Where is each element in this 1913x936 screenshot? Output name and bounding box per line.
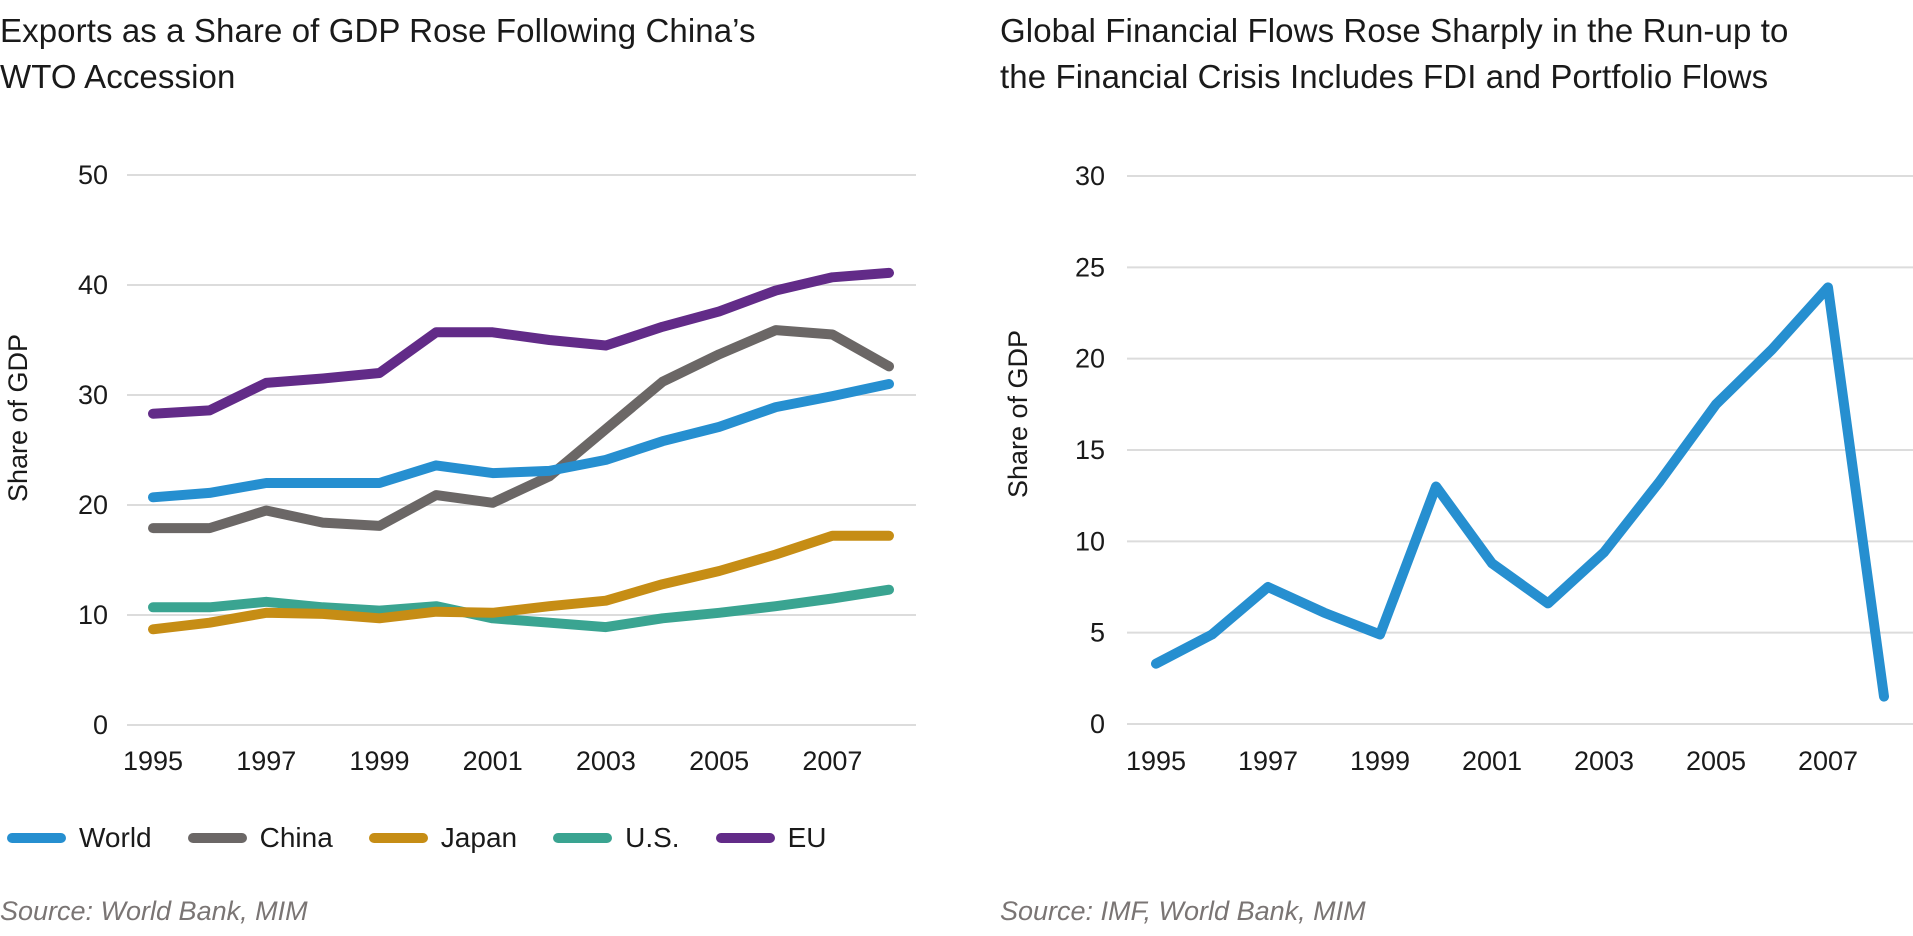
x-tick-label: 2007 xyxy=(1798,746,1858,776)
legend-label: China xyxy=(259,822,333,853)
series-line-u-s xyxy=(148,584,894,633)
chart-title-line: Global Financial Flows Rose Sharply in t… xyxy=(1000,12,1789,49)
x-tick-label: 1997 xyxy=(1238,746,1298,776)
x-tick-label: 1999 xyxy=(1350,746,1410,776)
legend-label: World xyxy=(79,822,152,853)
y-tick-label: 0 xyxy=(1090,709,1105,739)
y-axis-title: Share of GDP xyxy=(1003,330,1033,498)
y-tick-label: 20 xyxy=(1075,344,1105,374)
chart-title: Global Financial Flows Rose Sharply in t… xyxy=(1000,8,1788,100)
exports-line-chart: 0 10 20 30 40 50 1995 1997 1999 2001 2003 2005 2007 S… xyxy=(3,160,916,776)
legend-swatch xyxy=(7,833,66,843)
chart-title-line: the Financial Crisis Includes FDI and Po… xyxy=(1000,58,1769,95)
legend-swatch xyxy=(715,833,775,843)
legend-item-china: China xyxy=(187,822,333,854)
legend-item-world: World xyxy=(7,822,152,854)
y-tick-label: 30 xyxy=(1075,161,1105,191)
series-line-eu xyxy=(148,267,894,419)
series-line-china xyxy=(148,325,894,534)
y-tick-label: 20 xyxy=(78,490,108,520)
source-note: Source: World Bank, MIM xyxy=(0,896,308,926)
x-tick-label: 2003 xyxy=(576,746,636,776)
legend-item-japan: Japan xyxy=(368,822,518,854)
series-line-japan xyxy=(148,530,894,635)
financial-flows-chart-panel: Global Financial Flows Rose Sharply in t… xyxy=(1000,0,1913,936)
x-tick-label: 1995 xyxy=(1126,746,1186,776)
x-tick-label: 2001 xyxy=(463,746,523,776)
chart-title: Exports as a Share of GDP Rose Following… xyxy=(0,8,756,100)
source-note: Source: IMF, World Bank, MIM xyxy=(1000,896,1366,926)
y-tick-label: 25 xyxy=(1075,252,1105,282)
y-tick-label: 10 xyxy=(1075,526,1105,556)
y-tick-label: 50 xyxy=(78,160,108,190)
legend-label: Japan xyxy=(440,822,518,853)
y-tick-label: 0 xyxy=(93,710,108,740)
exports-share-chart-panel: Exports as a Share of GDP Rose Following… xyxy=(0,8,916,926)
x-tick-label: 1997 xyxy=(236,746,296,776)
x-tick-label: 2003 xyxy=(1574,746,1634,776)
chart-title-line: Exports as a Share of GDP Rose Following… xyxy=(0,12,756,49)
x-tick-label: 1999 xyxy=(349,746,409,776)
chart-legend: World China Japan U.S. EU xyxy=(7,818,862,858)
legend-label: U.S. xyxy=(625,822,680,853)
y-tick-label: 30 xyxy=(78,380,108,410)
y-tick-label: 10 xyxy=(78,600,108,630)
x-tick-label: 1995 xyxy=(123,746,183,776)
legend-swatch xyxy=(368,833,428,843)
legend-item-us: U.S. xyxy=(553,822,680,854)
financial-flows-line-chart: 0 5 10 15 20 25 30 1995 1997 1999 2001 2003 2005 2007… xyxy=(1003,161,1913,776)
x-tick-label: 2005 xyxy=(1686,746,1746,776)
legend-label: EU xyxy=(787,822,827,853)
legend-swatch xyxy=(187,833,247,843)
y-tick-label: 40 xyxy=(78,270,108,300)
chart-title-line: WTO Accession xyxy=(0,58,236,95)
x-tick-label: 2001 xyxy=(1462,746,1522,776)
y-tick-label: 5 xyxy=(1090,618,1105,648)
y-tick-label: 15 xyxy=(1075,435,1105,465)
series-line-world xyxy=(148,379,894,503)
series-line-global-financial-flows xyxy=(1151,282,1889,702)
legend-item-eu: EU xyxy=(715,822,827,854)
y-axis-title: Share of GDP xyxy=(3,334,33,502)
legend-swatch xyxy=(553,833,613,843)
x-tick-label: 2007 xyxy=(802,746,862,776)
x-tick-label: 2005 xyxy=(689,746,749,776)
